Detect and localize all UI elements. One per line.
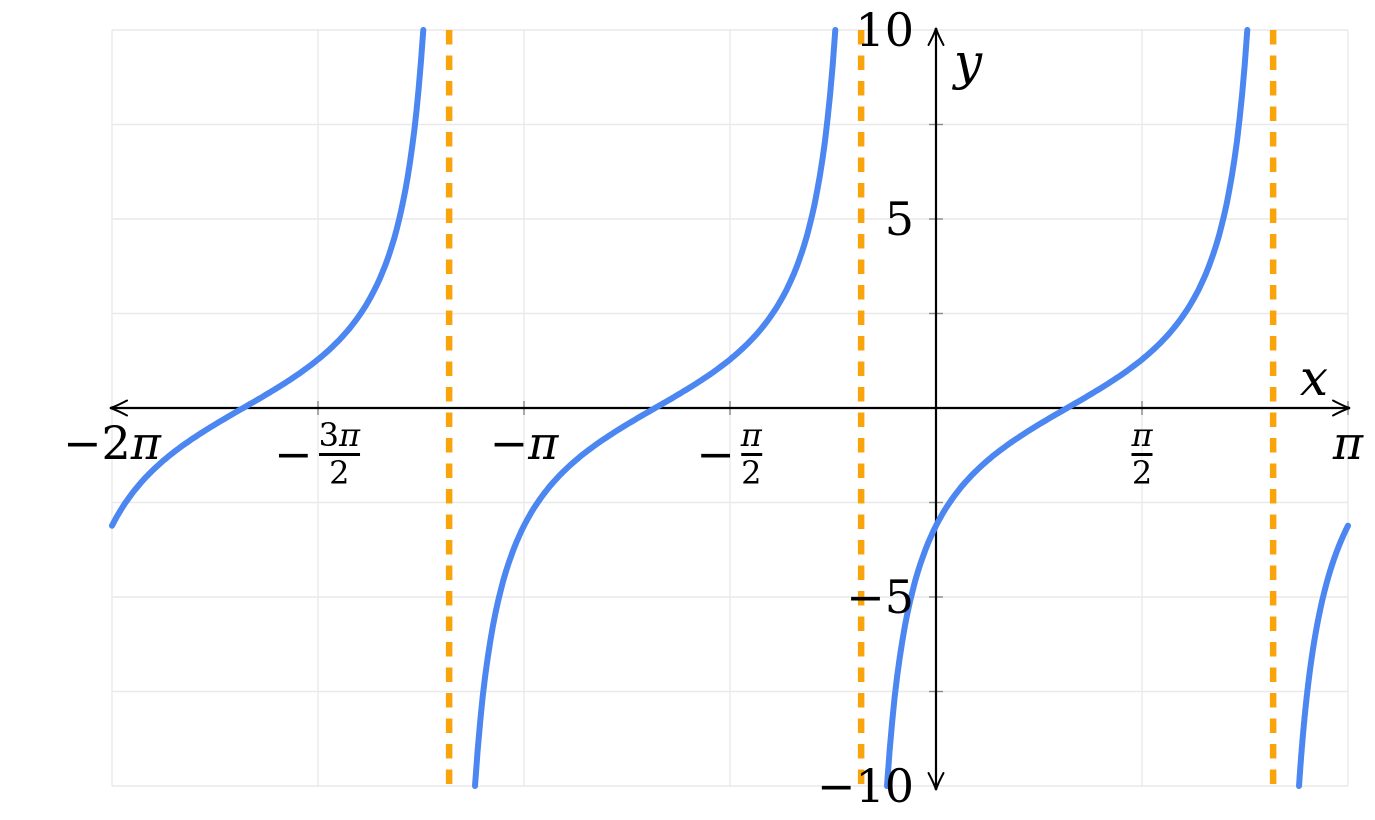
x-axis-letter: x	[1299, 349, 1329, 407]
y-axis-arrow-bottom	[927, 772, 945, 791]
curve-branch-3	[884, 27, 1251, 789]
curve-branch-4	[1296, 522, 1351, 789]
y-axis-letter: y	[953, 33, 983, 91]
curve-branch-1	[109, 27, 427, 529]
x-axis-arrow-left	[109, 399, 128, 417]
curve-branch-2	[472, 27, 839, 789]
x-axis-arrow-right	[1332, 399, 1351, 417]
y-axis-arrow-top	[927, 27, 945, 46]
